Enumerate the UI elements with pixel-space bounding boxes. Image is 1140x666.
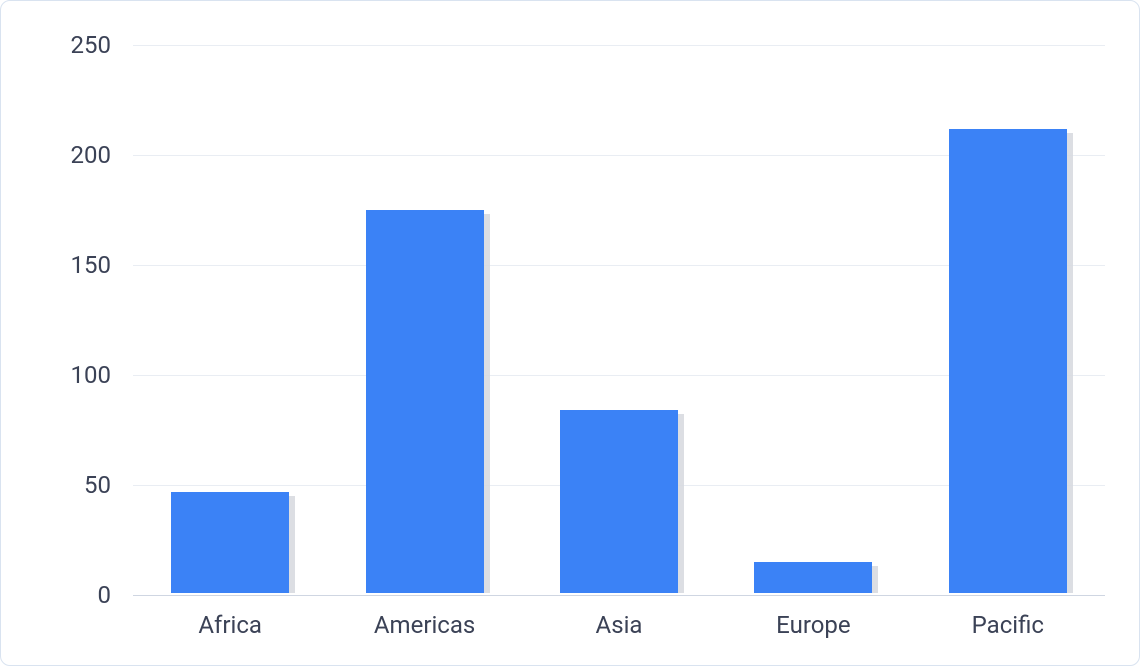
y-tick-label: 150 [71,251,111,279]
x-tick-label: Europe [776,611,850,639]
bar-shadow [872,566,878,593]
chart-card: 0 50 100 150 200 250 Africa Americas Asia Europe P… [0,0,1140,666]
axis-baseline [133,595,1105,596]
x-tick-label: Americas [374,611,475,639]
bar [949,129,1067,593]
y-tick-label: 0 [98,581,112,609]
gridline [133,45,1105,46]
y-tick-label: 100 [71,361,111,389]
bar [366,210,484,593]
bar [560,410,678,593]
x-tick-label: Africa [198,611,262,639]
y-tick-label: 50 [84,471,111,499]
bar-shadow [678,414,684,593]
bar-shadow [1067,133,1073,593]
bar [754,562,872,593]
y-tick-label: 250 [71,31,111,59]
bar-shadow [289,496,295,593]
bar [171,492,289,593]
bar-shadow [484,214,490,593]
y-tick-label: 200 [71,141,111,169]
x-tick-label: Asia [596,611,643,639]
x-tick-label: Pacific [972,611,1044,639]
